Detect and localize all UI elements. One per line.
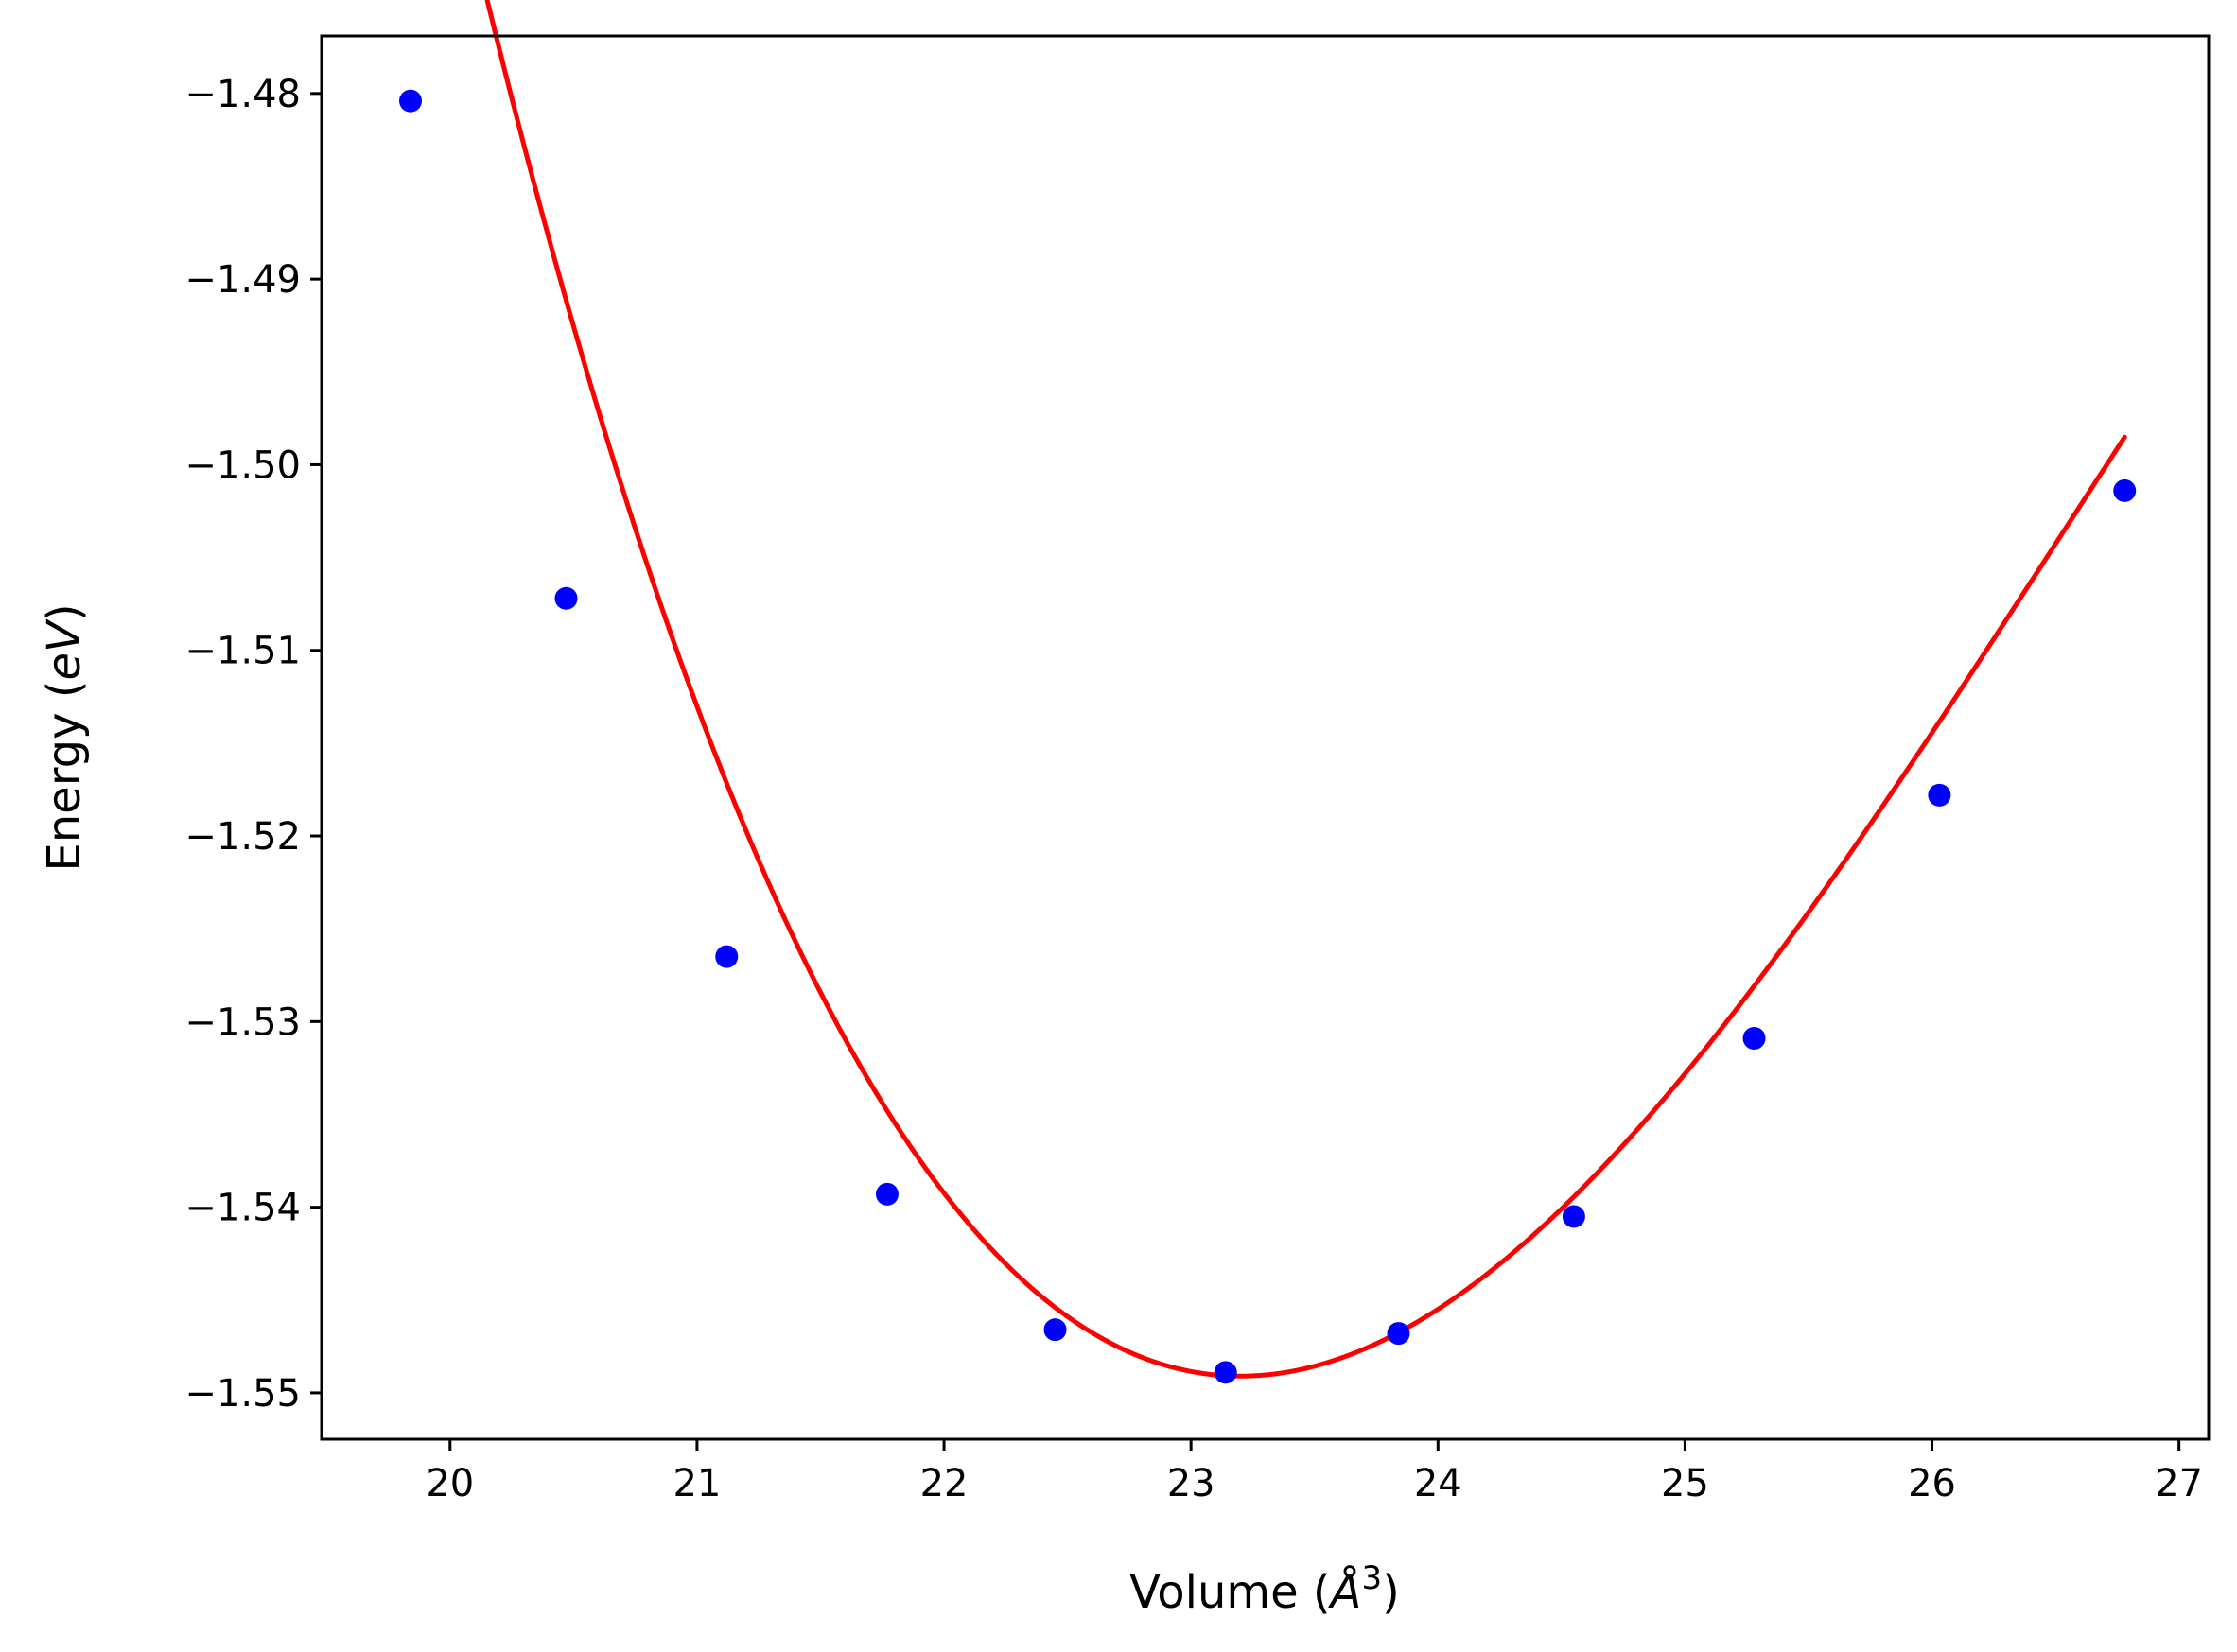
y-tick-label: −1.51 bbox=[184, 630, 301, 673]
x-axis: 20 21 22 23 24 25 26 27 bbox=[426, 1439, 2203, 1505]
x-tick-label: 25 bbox=[1661, 1462, 1709, 1505]
x-axis-label-prefix: Volume ( bbox=[1129, 1566, 1331, 1619]
axes-frame bbox=[320, 34, 2211, 1441]
x-axis-label-suffix: ) bbox=[1382, 1566, 1400, 1619]
data-point bbox=[1562, 1205, 1585, 1228]
y-tick-label: −1.53 bbox=[184, 1000, 301, 1044]
x-tick-label: 21 bbox=[673, 1462, 721, 1505]
x-axis-label-sup: 3 bbox=[1361, 1559, 1382, 1597]
y-tick-label: −1.50 bbox=[184, 443, 301, 487]
y-axis-label-unit: eV bbox=[38, 618, 91, 681]
data-point bbox=[715, 945, 739, 968]
data-point bbox=[1928, 783, 1951, 807]
data-point bbox=[875, 1182, 899, 1206]
y-tick-label: −1.54 bbox=[184, 1187, 301, 1230]
y-tick-label: −1.49 bbox=[184, 258, 301, 302]
y-tick-label: −1.52 bbox=[184, 815, 301, 859]
x-axis-label-symbol: Å bbox=[1328, 1565, 1362, 1619]
data-point bbox=[554, 586, 578, 610]
data-point bbox=[2113, 478, 2137, 502]
x-axis-label: Volume (Å3) bbox=[1129, 1559, 1400, 1619]
y-axis-label: Energy (eV) bbox=[38, 603, 91, 871]
x-tick-label: 22 bbox=[920, 1462, 969, 1505]
y-tick-label: −1.55 bbox=[184, 1372, 301, 1416]
x-tick-label: 23 bbox=[1167, 1462, 1215, 1505]
y-tick-label: −1.48 bbox=[184, 73, 301, 116]
x-tick-label: 26 bbox=[1908, 1462, 1956, 1505]
y-axis: −1.48 −1.49 −1.50 −1.51 −1.52 −1.53 −1.54 −1.55 bbox=[184, 73, 322, 1416]
x-tick-label: 27 bbox=[2155, 1462, 2203, 1505]
data-point bbox=[1214, 1361, 1237, 1384]
data-point bbox=[1742, 1027, 1766, 1050]
plot-area bbox=[399, 0, 2137, 1384]
data-point bbox=[399, 89, 423, 113]
y-axis-label-suffix: ) bbox=[38, 603, 91, 621]
x-tick-label: 24 bbox=[1414, 1462, 1462, 1505]
data-point bbox=[1043, 1318, 1067, 1342]
data-point bbox=[1387, 1322, 1410, 1346]
x-tick-label: 20 bbox=[426, 1462, 474, 1505]
fit-curve bbox=[484, 0, 2127, 1379]
y-axis-label-prefix: Energy ( bbox=[38, 681, 91, 872]
